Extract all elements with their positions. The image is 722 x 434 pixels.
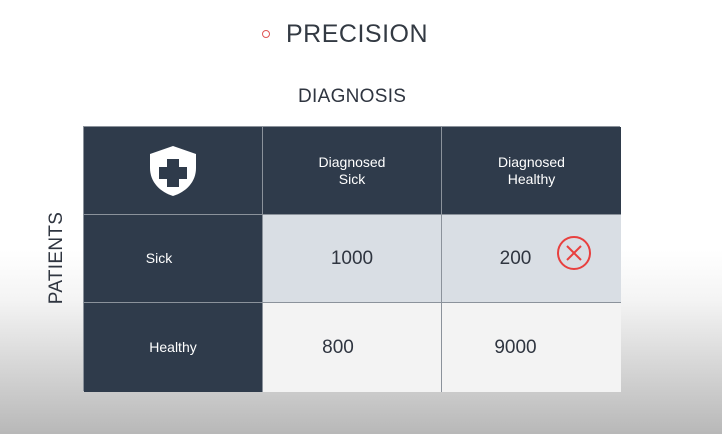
corner-cell xyxy=(84,127,263,215)
row-header-sick: Sick xyxy=(84,215,263,303)
cell-value: 800 xyxy=(322,336,354,358)
confusion-matrix: Diagnosed Sick Diagnosed Healthy Sick 10… xyxy=(83,126,621,392)
cell-value: 9000 xyxy=(494,336,537,358)
column-header-diagnosed-sick: Diagnosed Sick xyxy=(263,127,442,215)
cell-sick-diagnosed-sick: 1000 xyxy=(263,215,442,303)
cell-healthy-diagnosed-healthy: 9000 xyxy=(442,303,621,392)
row-axis-label: PATIENTS xyxy=(46,211,67,305)
shield-plus-icon xyxy=(150,145,196,196)
cell-sick-diagnosed-healthy: 200 xyxy=(442,215,621,303)
cell-value: 200 xyxy=(499,247,532,269)
column-header-diagnosed-healthy: Diagnosed Healthy xyxy=(442,127,621,215)
column-axis-label: DIAGNOSIS xyxy=(298,86,407,107)
row-header-healthy: Healthy xyxy=(84,303,263,392)
slide-title: PRECISION xyxy=(286,19,429,48)
cell-healthy-diagnosed-sick: 800 xyxy=(263,303,442,392)
bullet-icon xyxy=(262,30,270,38)
column-header-label: Diagnosed Sick xyxy=(318,153,386,187)
row-header-label: Sick xyxy=(145,250,173,266)
column-header-label: Diagnosed Healthy xyxy=(498,153,565,187)
x-circle-icon xyxy=(557,236,591,270)
row-header-label: Healthy xyxy=(149,339,197,355)
cell-value: 1000 xyxy=(330,247,374,269)
slide-title-row: PRECISION xyxy=(262,14,428,54)
